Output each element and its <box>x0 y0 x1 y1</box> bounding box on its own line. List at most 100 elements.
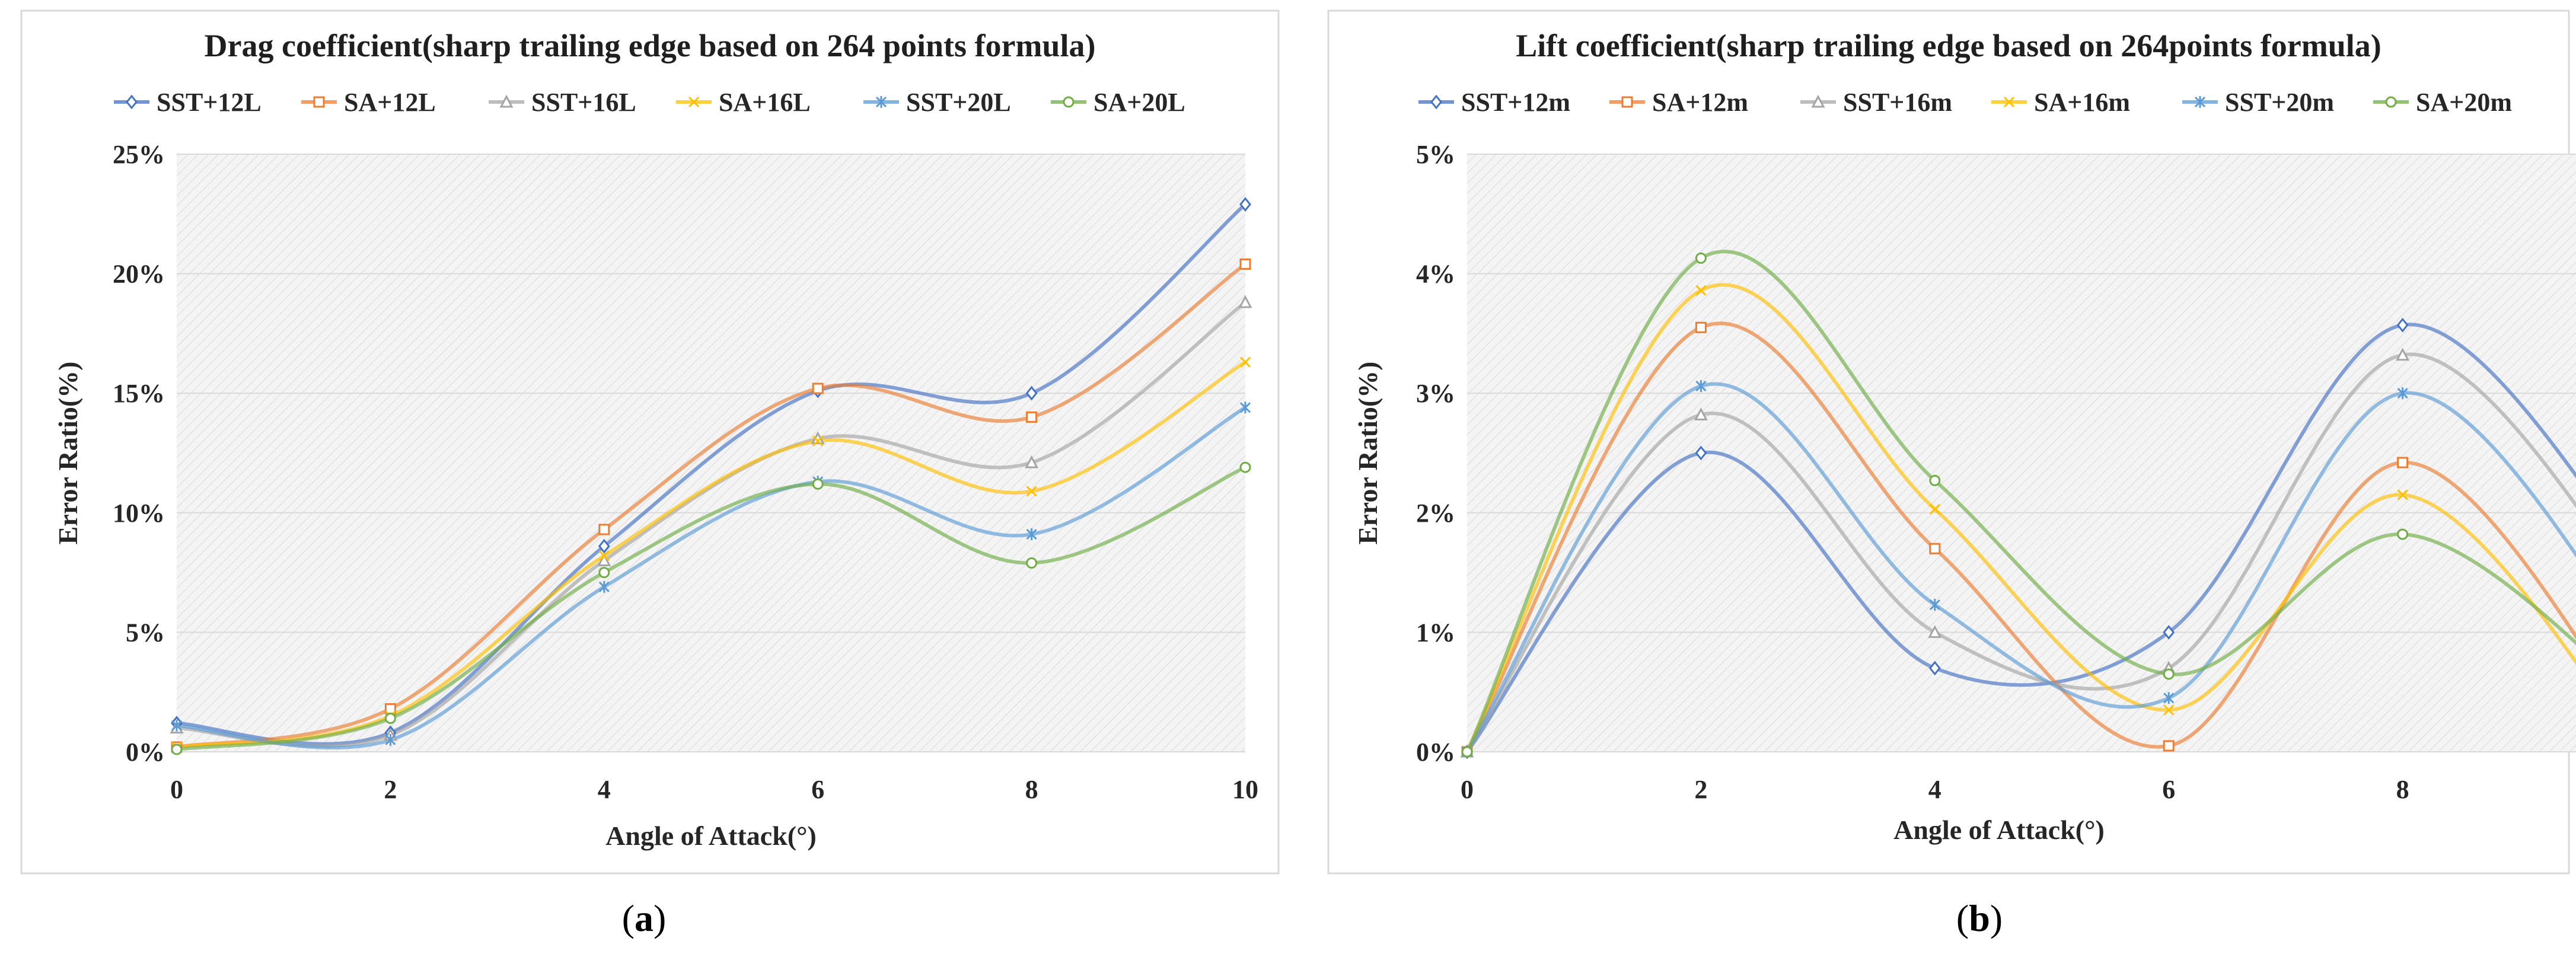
x-tick-label: 8 <box>1025 775 1038 804</box>
legend-marker <box>1811 94 1825 108</box>
data-point <box>1461 746 1473 758</box>
legend-marker <box>875 96 887 108</box>
panel-caption: (a) <box>622 897 667 939</box>
data-point <box>1695 252 1707 264</box>
data-point <box>1239 356 1251 368</box>
y-tick-label: 3% <box>1416 379 1455 408</box>
x-axis-title: Angle of Attack(°) <box>1893 815 2105 845</box>
series-line <box>1465 382 2576 753</box>
y-tick-label: 1% <box>1416 618 1455 647</box>
lift-chart: Lift coefficient(sharp trailing edge bas… <box>1327 9 2576 939</box>
data-point <box>1026 411 1038 423</box>
legend-marker <box>1621 96 1633 108</box>
series-line <box>176 203 1246 746</box>
legend-label: SA+12m <box>1652 88 1748 117</box>
legend-marker <box>126 94 138 110</box>
legend-label: SST+16L <box>531 88 636 117</box>
legend-entry: SA+20m <box>2373 88 2512 117</box>
data-point <box>1239 258 1251 270</box>
legend: SST+12m SA+12m SST+16m SA+16m SST+20m SA+20m <box>1418 88 2512 117</box>
x-tick-label: 10 <box>1232 775 1258 804</box>
data-point <box>598 580 610 593</box>
legend-entry: SST+12m <box>1418 88 1570 117</box>
legend-marker <box>2003 96 2015 108</box>
x-axis-title: Angle of Attack(°) <box>605 821 817 851</box>
legend-label: SST+12L <box>157 88 262 117</box>
data-point <box>171 744 183 755</box>
legend-marker <box>499 94 514 108</box>
legend-entry: SST+20L <box>863 88 1011 117</box>
x-tick-label: 4 <box>598 775 611 804</box>
data-point <box>1695 321 1707 333</box>
y-axis-title: Error Ratio(%) <box>1353 362 1383 545</box>
data-point <box>1239 461 1251 473</box>
legend-entry: SST+20m <box>2182 88 2334 117</box>
data-point <box>2397 489 2408 500</box>
legend-entry: SA+16m <box>1991 88 2130 117</box>
series-line <box>176 465 1246 751</box>
data-point <box>1695 285 1707 296</box>
data-point <box>2396 317 2409 333</box>
y-tick-labels: 0% 5% 10% 15% 20% 25% <box>113 140 165 767</box>
caption-letter: a <box>635 897 653 939</box>
data-point <box>2397 387 2408 400</box>
legend-label: SA+20m <box>2416 88 2512 117</box>
x-tick-label: 0 <box>170 775 183 804</box>
data-point <box>1695 380 1707 393</box>
data-point <box>812 478 824 490</box>
chart-title: Lift coefficient(sharp trailing edge bas… <box>1516 28 2381 63</box>
y-tick-label: 25% <box>113 140 165 169</box>
data-point <box>598 538 610 554</box>
data-point <box>384 713 396 725</box>
data-point <box>812 382 824 394</box>
legend-marker <box>1430 94 1442 110</box>
plot-area <box>177 154 1245 752</box>
data-point <box>2163 668 2175 680</box>
data-point <box>1239 197 1251 212</box>
y-tick-label: 10% <box>113 499 165 528</box>
legend-marker <box>313 96 325 108</box>
y-tick-label: 4% <box>1416 260 1455 289</box>
legend-label: SST+20L <box>906 88 1011 117</box>
legend-label: SA+20L <box>1093 88 1185 117</box>
data-point <box>1928 625 1942 638</box>
data-point <box>1929 543 1941 554</box>
legend-entry: SA+16L <box>676 88 811 117</box>
data-point <box>1026 557 1038 569</box>
data-point <box>2163 624 2175 640</box>
data-point <box>1929 503 1940 515</box>
x-tick-label: 4 <box>1928 775 1941 804</box>
legend-entry: SST+16m <box>1800 88 1952 117</box>
series-line <box>176 263 1246 749</box>
chart-title: Drag coefficient(sharp trailing edge bas… <box>205 28 1096 63</box>
y-tick-label: 0% <box>1416 738 1455 767</box>
data-point <box>2397 457 2409 468</box>
x-tick-label: 0 <box>1461 775 1474 804</box>
series-line <box>1465 283 2576 753</box>
legend-label: SST+16m <box>1843 88 1952 117</box>
data-point <box>1026 486 1037 497</box>
x-tick-label: 2 <box>384 775 397 804</box>
data-point <box>598 524 610 535</box>
y-tick-label: 5% <box>1416 140 1455 169</box>
y-tick-label: 15% <box>113 379 165 408</box>
data-point <box>1929 599 1940 611</box>
data-point <box>171 719 183 732</box>
data-point <box>598 567 610 579</box>
lift-chart-panel: Lift coefficient(sharp trailing edge bas… <box>1288 0 2576 951</box>
legend-marker <box>2385 96 2397 108</box>
data-point <box>1239 401 1251 414</box>
x-tick-label: 2 <box>1694 775 1707 804</box>
legend: SST+12L SA+12L SST+16L SA+16L SST+20L SA+20L <box>114 88 1185 117</box>
data-point <box>2163 692 2175 704</box>
series-group <box>170 197 1252 755</box>
legend-entry: SST+12L <box>114 88 262 117</box>
data-point <box>1928 661 1941 676</box>
x-tick-label: 6 <box>2162 775 2175 804</box>
y-tick-label: 20% <box>113 260 165 289</box>
drag-chart-panel: Drag coefficient(sharp trailing edge bas… <box>0 0 1288 951</box>
panel-caption: (b) <box>1956 897 2003 939</box>
x-tick-label: 8 <box>2396 775 2409 804</box>
data-point <box>2396 347 2410 361</box>
legend-label: SA+12L <box>344 88 436 117</box>
